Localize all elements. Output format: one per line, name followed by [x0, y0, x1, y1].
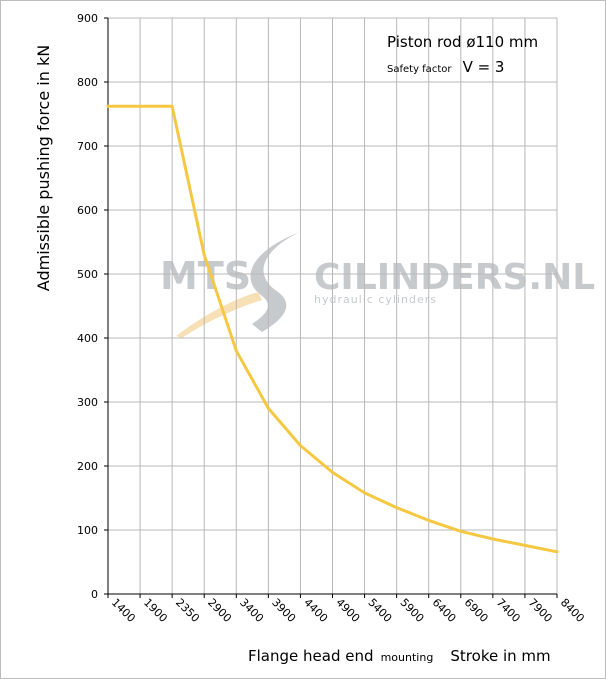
y-tick-label: 200	[77, 460, 98, 473]
x-tick-label: 3900	[269, 596, 298, 625]
x-axis-label-part1: Flange head end	[248, 647, 374, 665]
x-tick-label: 4900	[333, 596, 362, 625]
x-tick-label: 6900	[462, 596, 491, 625]
axes	[104, 17, 558, 598]
annotation-piston-rod: Piston rod ø110 mm	[387, 33, 538, 51]
x-tick-label: 6400	[430, 596, 459, 625]
annotation-safety-value: V = 3	[463, 58, 505, 76]
y-tick-label: 700	[77, 140, 98, 153]
y-tick-labels: 0 100 200 300 400 500 600 700 800 900	[77, 12, 98, 601]
x-tick-label: 5400	[365, 596, 394, 625]
x-tick-label: 5900	[398, 596, 427, 625]
x-axis-label-part3: Stroke in mm	[450, 647, 550, 665]
x-tick-label: 7400	[494, 596, 523, 625]
x-tick-label: 2900	[205, 596, 234, 625]
watermark-sub: hydraulic cylinders	[314, 293, 437, 306]
data-point	[234, 349, 238, 353]
x-tick-label: 1400	[109, 596, 138, 625]
data-point	[266, 407, 270, 410]
x-tick-label: 1900	[141, 596, 170, 625]
y-tick-label: 500	[77, 268, 98, 281]
x-tick-labels: 1400 1900 2350 2900 3400 3900 4400 4900 5400 5900…	[109, 596, 587, 625]
y-tick-label: 400	[77, 332, 98, 345]
grid	[108, 17, 558, 594]
series-layer	[106, 104, 559, 554]
x-tick-label: 4400	[301, 596, 330, 625]
data-point	[427, 519, 431, 522]
x-axis-label: Flange head end mounting Stroke in mm	[248, 646, 551, 665]
x-tick-label: 3400	[237, 596, 266, 625]
data-point	[331, 471, 334, 474]
y-tick-label: 100	[77, 524, 98, 537]
data-point	[202, 253, 206, 257]
x-axis-label-part2: mounting	[381, 651, 434, 664]
y-tick-label: 600	[77, 204, 98, 217]
watermark-swoosh-icon	[176, 292, 262, 338]
data-point	[491, 537, 495, 541]
data-point	[459, 529, 463, 533]
data-point	[106, 104, 110, 108]
data-point	[395, 506, 399, 509]
data-point	[299, 444, 302, 447]
data-point	[138, 104, 142, 108]
watermark-right: CILINDERS.NL	[314, 257, 595, 298]
data-point	[363, 491, 366, 495]
data-point	[555, 550, 559, 554]
annotation-safety-factor: Safety factor V = 3	[387, 57, 504, 76]
data-point	[523, 543, 527, 547]
y-axis-label: Admissible pushing force in kN	[34, 45, 53, 291]
x-tick-label: 7900	[526, 596, 555, 625]
watermark-logo-icon	[250, 232, 300, 332]
x-tick-label: 2350	[173, 596, 202, 625]
y-tick-label: 300	[77, 396, 98, 409]
data-point	[170, 104, 174, 108]
y-tick-label: 800	[77, 76, 98, 89]
x-tick-label: 8400	[558, 596, 587, 625]
annotation-safety-label: Safety factor	[387, 64, 452, 75]
y-tick-label: 0	[91, 588, 98, 601]
y-tick-label: 900	[77, 12, 98, 25]
